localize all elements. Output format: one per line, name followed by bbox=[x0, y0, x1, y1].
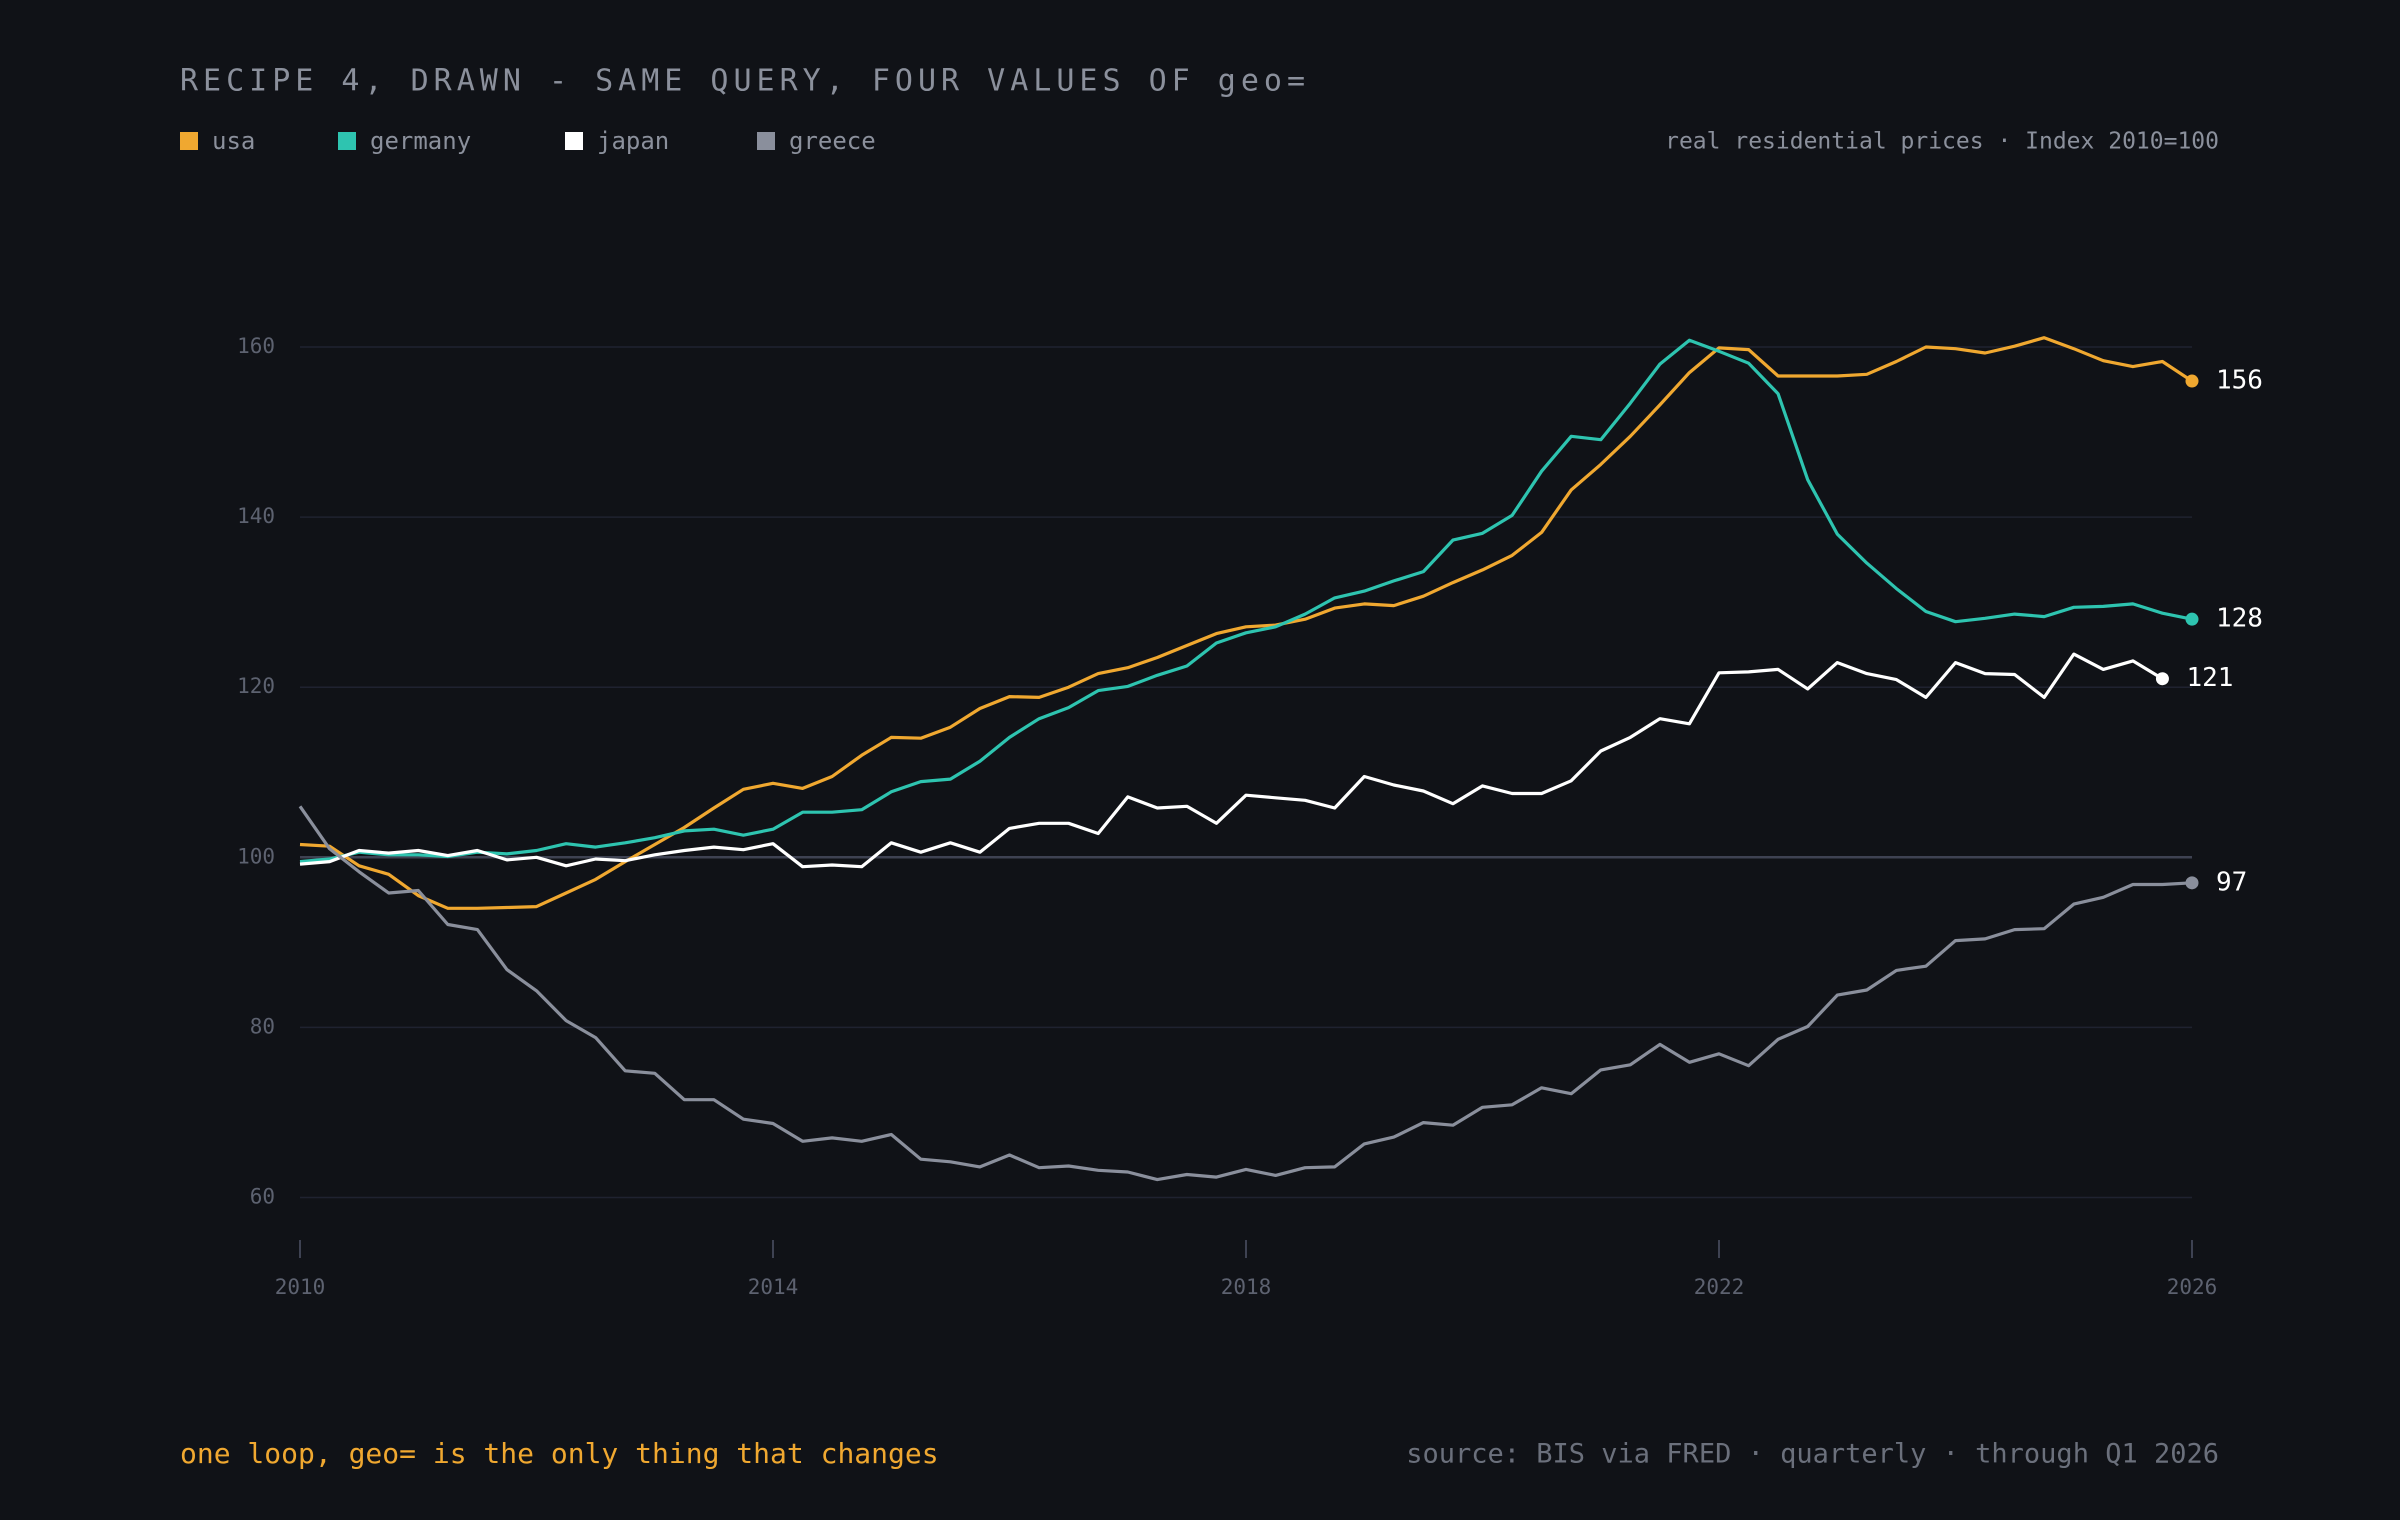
y-tick-label: 160 bbox=[237, 334, 275, 358]
legend-label: germany bbox=[370, 127, 471, 155]
y-tick-label: 60 bbox=[250, 1184, 275, 1208]
legend-label: usa bbox=[212, 127, 255, 155]
end-dot bbox=[2185, 374, 2199, 388]
chart-title: RECIPE 4, DRAWN - SAME QUERY, FOUR VALUE… bbox=[180, 64, 1310, 99]
x-tick-label: 2022 bbox=[1694, 1275, 1745, 1299]
subtitle: real residential prices · Index 2010=100 bbox=[1665, 129, 2219, 155]
y-tick-label: 80 bbox=[250, 1014, 275, 1038]
legend-label: japan bbox=[597, 127, 669, 155]
x-tick-label: 2018 bbox=[1221, 1275, 1272, 1299]
end-label: 121 bbox=[2186, 663, 2233, 693]
legend-label: greece bbox=[789, 127, 876, 155]
end-dot bbox=[2185, 612, 2199, 626]
series-line bbox=[298, 805, 2193, 1182]
y-tick-label: 140 bbox=[237, 504, 275, 528]
annotation: one loop, geo= is the only thing that ch… bbox=[180, 1437, 939, 1470]
legend-swatch bbox=[565, 132, 583, 150]
end-dot bbox=[2155, 672, 2169, 686]
x-tick-label: 2026 bbox=[2167, 1275, 2218, 1299]
x-tick-label: 2010 bbox=[275, 1275, 326, 1299]
legend-swatch bbox=[338, 132, 356, 150]
y-tick-label: 120 bbox=[237, 674, 275, 698]
legend-swatch bbox=[757, 132, 775, 150]
end-label: 128 bbox=[2216, 604, 2263, 634]
legend-swatch bbox=[180, 132, 198, 150]
series-line bbox=[299, 338, 2193, 864]
source: source: BIS via FRED · quarterly · throu… bbox=[1406, 1439, 2219, 1470]
series-line bbox=[299, 652, 2164, 869]
end-dot bbox=[2185, 876, 2199, 890]
end-label: 156 bbox=[2216, 366, 2263, 396]
end-label: 97 bbox=[2216, 867, 2247, 897]
x-tick-label: 2014 bbox=[748, 1275, 799, 1299]
series-line bbox=[299, 336, 2193, 910]
y-tick-label: 100 bbox=[237, 844, 275, 868]
